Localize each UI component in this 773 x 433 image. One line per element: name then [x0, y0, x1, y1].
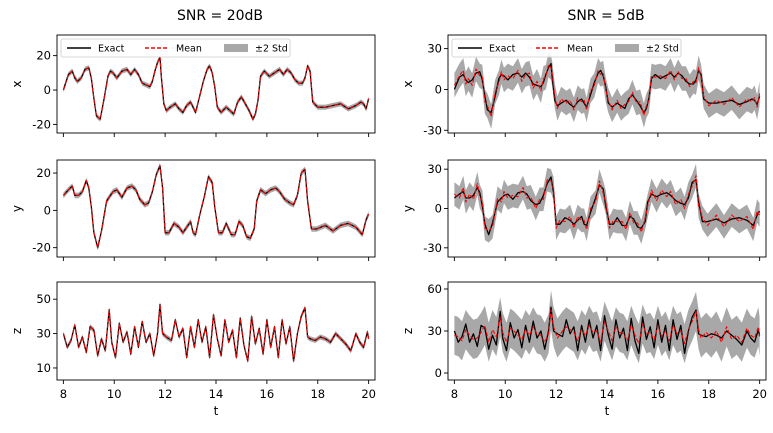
y-tick-label: 50: [36, 292, 51, 306]
plot-area: [62, 301, 370, 364]
y-axis-label: y: [401, 205, 415, 212]
column-snr-20db: SNR = 20dB -20 0 20 x Exact Mean ±2 Std -20 0 20 y…: [10, 8, 376, 418]
mean-line: [453, 64, 761, 118]
y-tick-label: 20: [36, 166, 51, 180]
y-axis-label: y: [10, 205, 24, 212]
mean-line: [62, 165, 370, 249]
mean-line: [454, 309, 761, 345]
panel-y: -30 0 30 y: [401, 159, 767, 261]
legend-label: ±2 Std: [255, 44, 288, 55]
legend-label: Mean: [176, 44, 202, 55]
mean-line: [454, 175, 761, 233]
mean-line: [62, 56, 370, 120]
plot-area: [453, 52, 761, 129]
x-tick-label: 18: [310, 387, 325, 401]
exact-line: [453, 62, 761, 114]
plot-area: [62, 162, 370, 251]
y-tick-label: 0: [435, 82, 442, 96]
panel-x: -30 0 30 x Exact Mean ±2 Std: [401, 34, 767, 137]
x-tick-label: 12: [158, 387, 173, 401]
legend-swatch-std: [615, 44, 639, 52]
x-tick-label: 10: [107, 387, 122, 401]
y-axis-label: x: [401, 80, 415, 87]
plot-area: [453, 290, 761, 364]
y-axis-label: x: [10, 80, 24, 87]
x-tick-label: 10: [498, 387, 513, 401]
y-tick-label: 30: [427, 42, 442, 56]
x-tick-label: 16: [260, 387, 275, 401]
y-tick-label: -30: [423, 123, 442, 137]
y-tick-label: 0: [44, 203, 51, 217]
legend-label: Mean: [567, 44, 593, 55]
y-tick-label: 30: [36, 327, 51, 341]
y-tick-label: -20: [32, 117, 51, 131]
exact-line: [62, 56, 370, 120]
y-tick-label: -30: [423, 241, 442, 255]
panel-z: 0 30 60 z 8 10 12 14 16 18 20 t: [401, 281, 767, 418]
std-band: [63, 54, 369, 122]
x-tick-label: 8: [60, 387, 67, 401]
legend: Exact Mean ±2 Std: [60, 38, 291, 58]
x-tick-label: 12: [549, 387, 564, 401]
y-tick-label: 60: [427, 282, 442, 296]
x-tick-label: 8: [451, 387, 458, 401]
x-axis-label: t: [214, 404, 219, 418]
legend-swatch-std: [224, 44, 248, 52]
y-tick-label: 0: [44, 83, 51, 97]
plot-area: [454, 163, 761, 244]
y-tick-label: 20: [36, 49, 51, 63]
y-tick-label: -20: [32, 241, 51, 255]
y-axis-label: z: [10, 328, 24, 334]
y-tick-label: 30: [427, 324, 442, 338]
panel-y: -20 0 20 y: [10, 159, 376, 261]
legend-label: ±2 Std: [646, 44, 679, 55]
mean-line: [62, 303, 370, 362]
y-tick-label: 30: [427, 162, 442, 176]
legend-box: [451, 38, 682, 58]
std-band: [63, 162, 369, 251]
x-tick-label: 14: [600, 387, 615, 401]
x-axis-label: t: [605, 404, 610, 418]
y-tick-label: 10: [36, 361, 51, 375]
legend-label: Exact: [489, 44, 516, 55]
chart-title-snr-5db: SNR = 5dB: [567, 8, 644, 24]
x-tick-label: 18: [701, 387, 716, 401]
panel-z: 10 30 50 z 8 10 12 14 16 18 20 t: [10, 281, 376, 418]
exact-line: [62, 164, 370, 249]
y-tick-label: 0: [435, 202, 442, 216]
legend-label: Exact: [98, 44, 125, 55]
x-tick-label: 20: [752, 387, 767, 401]
panel-x: -20 0 20 x Exact Mean ±2 Std: [10, 34, 376, 137]
legend-box: [60, 38, 291, 58]
plot-area: [62, 54, 370, 122]
chart-title-snr-20db: SNR = 20dB: [177, 8, 263, 24]
y-axis-label: z: [401, 328, 415, 334]
legend: Exact Mean ±2 Std: [451, 38, 682, 58]
x-tick-label: 14: [209, 387, 224, 401]
x-tick-label: 20: [361, 387, 376, 401]
std-band: [454, 163, 760, 244]
y-tick-label: 0: [435, 366, 442, 380]
x-tick-label: 16: [651, 387, 666, 401]
column-snr-5db: SNR = 5dB -30 0 30 x Exact Mean ±2 Std -30 0 30 y 0…: [401, 8, 767, 418]
